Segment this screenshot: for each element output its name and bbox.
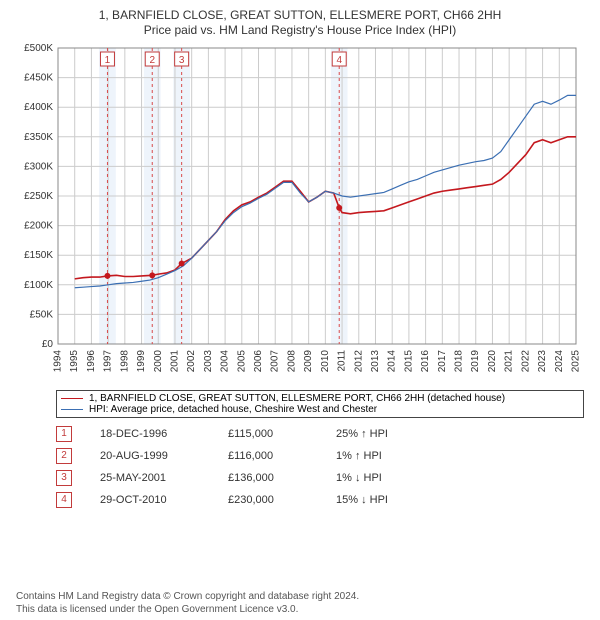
sales-marker: 2 (56, 448, 72, 464)
title-block: 1, BARNFIELD CLOSE, GREAT SUTTON, ELLESM… (16, 8, 584, 38)
sale-marker-number: 2 (149, 55, 155, 66)
x-tick-label: 2007 (270, 350, 281, 373)
y-tick-label: £250K (24, 191, 53, 202)
chart-container: £0 £50K £100K £150K £200K £250K £300K £350K £400… (16, 44, 584, 384)
x-tick-label: 2024 (554, 350, 565, 373)
x-tick-label: 2013 (370, 350, 381, 373)
x-tick-label: 2025 (571, 350, 582, 373)
x-tick-label: 1999 (136, 350, 147, 373)
x-tick-label: 2016 (420, 350, 431, 373)
x-tick-label: 2004 (220, 350, 231, 373)
y-tick-label: £150K (24, 250, 53, 261)
x-tick-label: 1997 (103, 350, 114, 373)
x-tick-label: 2022 (520, 350, 531, 373)
sales-marker: 1 (56, 426, 72, 442)
legend-row-property: 1, BARNFIELD CLOSE, GREAT SUTTON, ELLESM… (61, 393, 579, 404)
attribution: Contains HM Land Registry data © Crown c… (16, 591, 584, 616)
sales-price: £116,000 (228, 450, 308, 462)
sale-dot (179, 260, 185, 266)
x-tick-label: 2006 (253, 350, 264, 373)
x-tick-label: 2005 (236, 350, 247, 373)
price-chart: £0 £50K £100K £150K £200K £250K £300K £350K £400… (16, 44, 584, 384)
x-tick-label: 1995 (69, 350, 80, 373)
sales-price: £136,000 (228, 472, 308, 484)
legend: 1, BARNFIELD CLOSE, GREAT SUTTON, ELLESM… (56, 390, 584, 418)
sales-date: 29-OCT-2010 (100, 494, 200, 506)
sales-row: 1 18-DEC-1996 £115,000 25% ↑ HPI (56, 426, 584, 442)
legend-swatch (61, 409, 83, 410)
sales-marker: 3 (56, 470, 72, 486)
sales-price: £230,000 (228, 494, 308, 506)
x-tick-label: 1996 (86, 350, 97, 373)
sale-dot (149, 272, 155, 278)
y-tick-label: £0 (42, 339, 54, 350)
x-tick-label: 2018 (454, 350, 465, 373)
attribution-line-1: Contains HM Land Registry data © Crown c… (16, 591, 584, 604)
legend-swatch (61, 398, 83, 399)
sale-marker-number: 3 (179, 55, 185, 66)
legend-row-hpi: HPI: Average price, detached house, Ches… (61, 404, 579, 415)
sale-marker-number: 1 (105, 55, 111, 66)
x-tick-label: 1998 (119, 350, 130, 373)
sales-hpi-delta: 1% ↓ HPI (336, 472, 426, 484)
legend-label: HPI: Average price, detached house, Ches… (89, 404, 377, 415)
sales-table: 1 18-DEC-1996 £115,000 25% ↑ HPI 2 20-AUG-199… (56, 426, 584, 514)
x-tick-label: 2021 (504, 350, 515, 373)
page-root: 1, BARNFIELD CLOSE, GREAT SUTTON, ELLESM… (0, 0, 600, 620)
x-tick-label: 1994 (53, 350, 64, 373)
x-tick-label: 2011 (337, 350, 348, 372)
sales-price: £115,000 (228, 428, 308, 440)
sale-dot (104, 273, 110, 279)
x-tick-label: 2003 (203, 350, 214, 373)
y-tick-label: £300K (24, 161, 53, 172)
sale-dot (336, 205, 342, 211)
legend-label: 1, BARNFIELD CLOSE, GREAT SUTTON, ELLESM… (89, 393, 505, 404)
x-tick-label: 2008 (286, 350, 297, 373)
title-line-2: Price paid vs. HM Land Registry's House … (16, 23, 584, 38)
sales-date: 20-AUG-1999 (100, 450, 200, 462)
y-tick-label: £100K (24, 280, 53, 291)
x-tick-label: 2001 (169, 350, 180, 373)
sales-row: 4 29-OCT-2010 £230,000 15% ↓ HPI (56, 492, 584, 508)
sales-date: 25-MAY-2001 (100, 472, 200, 484)
sales-hpi-delta: 1% ↑ HPI (336, 450, 426, 462)
x-tick-label: 2002 (186, 350, 197, 373)
y-tick-label: £400K (24, 102, 53, 113)
sales-date: 18-DEC-1996 (100, 428, 200, 440)
sales-hpi-delta: 25% ↑ HPI (336, 428, 426, 440)
title-line-1: 1, BARNFIELD CLOSE, GREAT SUTTON, ELLESM… (16, 8, 584, 23)
x-tick-label: 2019 (470, 350, 481, 373)
sale-marker-number: 4 (336, 55, 342, 66)
x-tick-label: 2017 (437, 350, 448, 373)
attribution-line-2: This data is licensed under the Open Gov… (16, 604, 584, 617)
y-tick-label: £500K (24, 44, 53, 54)
x-tick-label: 2012 (353, 350, 364, 373)
y-tick-label: £450K (24, 73, 53, 84)
x-tick-label: 2015 (403, 350, 414, 373)
x-tick-label: 2009 (303, 350, 314, 373)
sales-row: 2 20-AUG-1999 £116,000 1% ↑ HPI (56, 448, 584, 464)
y-tick-label: £200K (24, 221, 53, 232)
y-tick-label: £50K (30, 309, 54, 320)
x-tick-label: 2023 (537, 350, 548, 373)
sales-row: 3 25-MAY-2001 £136,000 1% ↓ HPI (56, 470, 584, 486)
y-tick-label: £350K (24, 132, 53, 143)
x-tick-label: 2014 (387, 350, 398, 373)
x-tick-label: 2020 (487, 350, 498, 373)
sales-marker: 4 (56, 492, 72, 508)
sales-hpi-delta: 15% ↓ HPI (336, 494, 426, 506)
x-tick-label: 2000 (153, 350, 164, 373)
x-tick-label: 2010 (320, 350, 331, 373)
